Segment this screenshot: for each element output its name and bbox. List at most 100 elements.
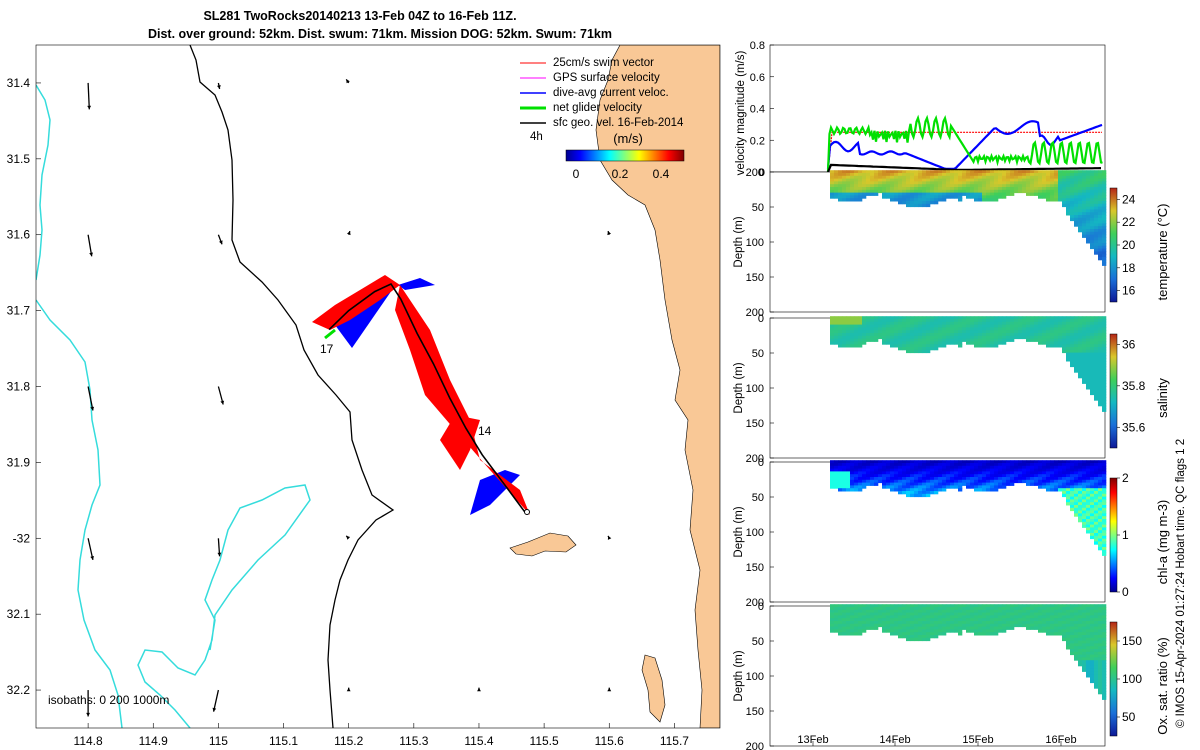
section-2-cell-763 [1090, 499, 1095, 503]
section-2-cell-713 [1082, 499, 1087, 503]
section-1-cell-722 [1082, 380, 1087, 384]
section-3-cell-726 [1086, 612, 1091, 616]
section-0-cell-295 [934, 192, 939, 196]
section-2-cell-712 [1082, 496, 1087, 500]
section-0-cell-483 [1006, 187, 1011, 191]
section-1-cell-74 [854, 344, 859, 348]
section-2-cell-685 [1078, 482, 1083, 486]
map-colorbar-label: (m/s) [613, 131, 643, 146]
section-0-cell-404 [978, 175, 983, 180]
section-1-cell-382 [970, 319, 975, 323]
section-2-cell-111 [870, 477, 875, 481]
section-2-cell-350 [954, 485, 959, 489]
section-3-cell-621 [1062, 635, 1067, 639]
section-2-cell-272 [926, 488, 931, 492]
section-1-cell-630 [1066, 335, 1071, 340]
section-2-cell-283 [930, 482, 935, 486]
section-2-cell-387 [970, 477, 975, 481]
section-0-cell-311 [942, 173, 947, 177]
section-1-cell-301 [938, 321, 943, 326]
section-0-cell-297 [934, 198, 939, 202]
section-0-cell-413 [982, 170, 987, 174]
section-0-cell-2 [830, 175, 835, 180]
section-0-cell-450 [994, 181, 999, 185]
section-0-cell-564 [1042, 192, 1047, 196]
section-0-cell-200 [906, 178, 911, 182]
section-0-cell-423 [982, 198, 987, 202]
section-2-cell-508 [1018, 474, 1023, 478]
section-0-cell-671 [1074, 209, 1079, 213]
section-0-cell-724 [1086, 173, 1091, 177]
section-0-cell-652 [1070, 206, 1075, 210]
section-2-cell-827 [1098, 516, 1103, 520]
section-0-cell-189 [902, 181, 907, 185]
section-1-cell-374 [966, 324, 971, 328]
section-1-cell-264 [926, 321, 931, 326]
section-2-cell-171 [894, 485, 899, 489]
map-x-ticks: 114.8 114.9 115 115.1 115.2 115.3 115.4 115.5 11… [74, 723, 689, 748]
section-1-cell-317 [942, 335, 947, 340]
section-3-cell-50 [846, 626, 851, 630]
section-1-cell-302 [938, 324, 943, 328]
section-0-cell-135 [882, 181, 887, 185]
section-1-cell-633 [1066, 344, 1071, 348]
section-3-cell-27 [838, 623, 843, 628]
section-0-cell-857 [1102, 220, 1107, 224]
section-0-cell-473 [1002, 187, 1007, 191]
section-3-cell-452 [994, 621, 999, 625]
section-1-cell-843 [1102, 327, 1107, 331]
section-3-cell-261 [922, 637, 927, 642]
section-3-cell-583 [1050, 621, 1055, 625]
section-1-cell-831 [1098, 383, 1103, 387]
section-3-cell-252 [922, 612, 927, 616]
section-3-cell-251 [922, 609, 927, 614]
section-2-cell-294 [934, 479, 939, 484]
section-1-cell-318 [942, 338, 947, 342]
section-2-cell-401 [974, 488, 979, 492]
section-3-cell-856 [1102, 651, 1107, 656]
section-0-cell-730 [1086, 189, 1091, 194]
section-2-cell-565 [1042, 485, 1047, 489]
section-0-cell-672 [1074, 212, 1079, 216]
section-1-cell-521 [1026, 321, 1031, 326]
section-1-cell-835 [1098, 394, 1103, 398]
section-3-cell-758 [1090, 629, 1095, 633]
section-3-cell-52 [846, 632, 851, 636]
section-2-cell-36 [842, 474, 847, 478]
section-0-cell-168 [894, 187, 899, 191]
section-1-cell-469 [1002, 321, 1007, 326]
section-2-cell-577 [1050, 460, 1055, 464]
section-0-cell-380 [966, 195, 971, 199]
section-0-cell-102 [866, 187, 871, 191]
section-0-cell-830 [1098, 234, 1103, 238]
section-1-cell-725 [1086, 321, 1091, 326]
section-0-cell-790 [1094, 206, 1099, 210]
section-3-cell-122 [874, 626, 879, 630]
section-2-cell-869 [1102, 544, 1107, 548]
section-1-cell-743 [1086, 372, 1091, 376]
section-1-cell-869 [1102, 400, 1107, 404]
section-2-cell-469 [1002, 465, 1007, 470]
section-1-cell-483 [1006, 333, 1011, 337]
section-1-cell-600 [1058, 319, 1063, 323]
section-1-cell-207 [906, 344, 911, 348]
section-2-cell-642 [1070, 468, 1075, 472]
section-0-cell-251 [922, 175, 927, 180]
section-3-cell-607 [1058, 626, 1063, 630]
section-1-cell-252 [922, 324, 927, 328]
section-1-cell-659 [1074, 321, 1079, 326]
section-0-cell-212 [910, 175, 915, 180]
section-0-cell-605 [1058, 187, 1063, 191]
section-0-cell-608 [1058, 195, 1063, 199]
section-0-cell-89 [862, 178, 867, 182]
section-2-cell-60 [850, 479, 855, 484]
section-2-cell-382 [970, 463, 975, 467]
section-0-cell-234 [914, 201, 919, 205]
section-0-cell-845 [1102, 187, 1107, 191]
section-3-cell-352 [958, 607, 963, 611]
section-0-cell-457 [998, 170, 1003, 174]
section-2-cell-250 [922, 463, 927, 467]
section-0-cell-716 [1082, 217, 1087, 222]
section-2-cell-18 [834, 482, 839, 486]
section-1-cell-368 [962, 333, 967, 337]
